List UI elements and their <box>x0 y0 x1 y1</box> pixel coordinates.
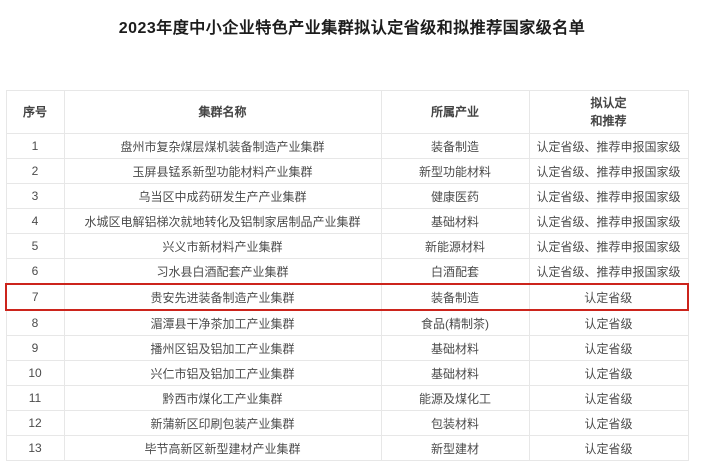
cell-industry: 新型建材 <box>380 435 530 461</box>
cell-status: 认定省级、推荐申报国家级 <box>528 158 689 184</box>
cell-no: 9 <box>5 335 65 361</box>
table-row: 11 黔西市煤化工产业集群 能源及煤化工 认定省级 <box>5 385 689 411</box>
cell-status: 认定省级 <box>528 335 689 361</box>
cell-cluster-name: 兴义市新材料产业集群 <box>63 233 382 259</box>
table-row: 2 玉屏县锰系新型功能材料产业集群 新型功能材料 认定省级、推荐申报国家级 <box>5 158 689 184</box>
cell-industry: 新能源材料 <box>380 233 530 259</box>
cell-industry: 基础材料 <box>380 335 530 361</box>
column-header-line: 所属产业 <box>430 105 479 119</box>
cell-industry: 健康医药 <box>380 183 530 209</box>
cell-industry: 能源及煤化工 <box>380 385 530 411</box>
table-row: 12 新蒲新区印刷包装产业集群 包装材料 认定省级 <box>5 410 689 436</box>
cell-cluster-name: 湄潭县干净茶加工产业集群 <box>63 309 382 336</box>
cell-status: 认定省级 <box>528 283 689 311</box>
cell-no: 13 <box>5 435 65 461</box>
cell-cluster-name: 乌当区中成药研发生产产业集群 <box>63 183 382 209</box>
cell-no: 5 <box>5 233 65 259</box>
column-header: 序号 <box>5 90 65 134</box>
cell-status: 认定省级 <box>528 309 689 336</box>
table-row: 9 播州区铝及铝加工产业集群 基础材料 认定省级 <box>5 335 689 361</box>
cell-status: 认定省级 <box>528 410 689 436</box>
page-title: 2023年度中小企业特色产业集群拟认定省级和拟推荐国家级名单 <box>118 20 586 37</box>
cell-cluster-name: 新蒲新区印刷包装产业集群 <box>63 410 382 436</box>
cell-status: 认定省级、推荐申报国家级 <box>528 233 689 259</box>
column-header: 集群名称 <box>63 90 382 134</box>
cell-industry: 基础材料 <box>380 208 530 234</box>
cell-cluster-name: 习水县白酒配套产业集群 <box>63 258 382 285</box>
table-row: 10 兴仁市铝及铝加工产业集群 基础材料 认定省级 <box>5 360 689 386</box>
column-header-line: 拟认定 <box>590 96 627 110</box>
cell-status: 认定省级、推荐申报国家级 <box>528 183 689 209</box>
cell-industry: 新型功能材料 <box>380 158 530 184</box>
cell-status: 认定省级、推荐申报国家级 <box>528 208 689 234</box>
cell-cluster-name: 贵安先进装备制造产业集群 <box>63 283 382 311</box>
cell-industry: 装备制造 <box>380 133 530 159</box>
cell-no: 8 <box>5 309 65 336</box>
cluster-table: 序号 集群名称 所属产业 拟认定 和推荐 1 盘州市复杂煤层煤机装备制造产业集群 装备制造认… <box>5 90 689 461</box>
cell-industry: 白酒配套 <box>380 258 530 285</box>
table-row: 8 湄潭县干净茶加工产业集群 食品(精制茶) 认定省级 <box>5 309 689 336</box>
table-row: 4 水城区电解铝梯次就地转化及铝制家居制品产业集群 基础材料 认定省级、推荐申报国家级 <box>5 208 689 234</box>
cell-industry: 基础材料 <box>380 360 530 386</box>
cell-no: 4 <box>5 208 65 234</box>
table-row-highlighted: 7 贵安先进装备制造产业集群 装备制造 认定省级 <box>5 283 689 311</box>
cell-industry: 包装材料 <box>380 410 530 436</box>
cell-cluster-name: 水城区电解铝梯次就地转化及铝制家居制品产业集群 <box>63 208 382 234</box>
cell-status: 认定省级 <box>528 360 689 386</box>
table-row: 13 毕节高新区新型建材产业集群 新型建材 认定省级 <box>5 435 689 461</box>
cell-no: 10 <box>5 360 65 386</box>
cell-no: 11 <box>5 385 65 411</box>
cell-cluster-name: 播州区铝及铝加工产业集群 <box>63 335 382 361</box>
table-body: 1 盘州市复杂煤层煤机装备制造产业集群 装备制造 认定省级、推荐申报国家级 2 玉屏县锰系… <box>5 133 689 461</box>
cell-status: 认定省级 <box>528 385 689 411</box>
table-row: 6 习水县白酒配套产业集群 白酒配套 认定省级、推荐申报国家级 <box>5 258 689 285</box>
column-header-line: 序号 <box>22 105 47 119</box>
column-header-line: 集群名称 <box>198 105 247 119</box>
cell-cluster-name: 盘州市复杂煤层煤机装备制造产业集群 <box>63 133 382 159</box>
table-row: 5 兴义市新材料产业集群 新能源材料 认定省级、推荐申报国家级 <box>5 233 689 259</box>
column-header-line: 和推荐 <box>590 114 627 128</box>
cell-no: 1 <box>5 133 65 159</box>
table-row: 1 盘州市复杂煤层煤机装备制造产业集群 装备制造 认定省级、推荐申报国家级 <box>5 133 689 159</box>
cell-no: 3 <box>5 183 65 209</box>
header-row: 序号 集群名称 所属产业 拟认定和推荐 <box>5 90 689 134</box>
cell-cluster-name: 兴仁市铝及铝加工产业集群 <box>63 360 382 386</box>
cell-no: 6 <box>5 258 65 285</box>
cell-cluster-name: 玉屏县锰系新型功能材料产业集群 <box>63 158 382 184</box>
cell-no: 2 <box>5 158 65 184</box>
cell-industry: 装备制造 <box>380 283 530 311</box>
column-header: 所属产业 <box>380 90 530 134</box>
cell-cluster-name: 毕节高新区新型建材产业集群 <box>63 435 382 461</box>
cell-status: 认定省级 <box>528 435 689 461</box>
cell-cluster-name: 黔西市煤化工产业集群 <box>63 385 382 411</box>
cell-no: 12 <box>5 410 65 436</box>
table-header: 序号 集群名称 所属产业 拟认定和推荐 <box>5 90 689 134</box>
cell-status: 认定省级、推荐申报国家级 <box>528 258 689 285</box>
cell-industry: 食品(精制茶) <box>380 309 530 336</box>
column-header: 拟认定 和推荐 <box>528 90 689 134</box>
table-row: 3 乌当区中成药研发生产产业集群 健康医药 认定省级、推荐申报国家级 <box>5 183 689 209</box>
cell-no: 7 <box>5 283 65 311</box>
cell-status: 认定省级、推荐申报国家级 <box>528 133 689 159</box>
